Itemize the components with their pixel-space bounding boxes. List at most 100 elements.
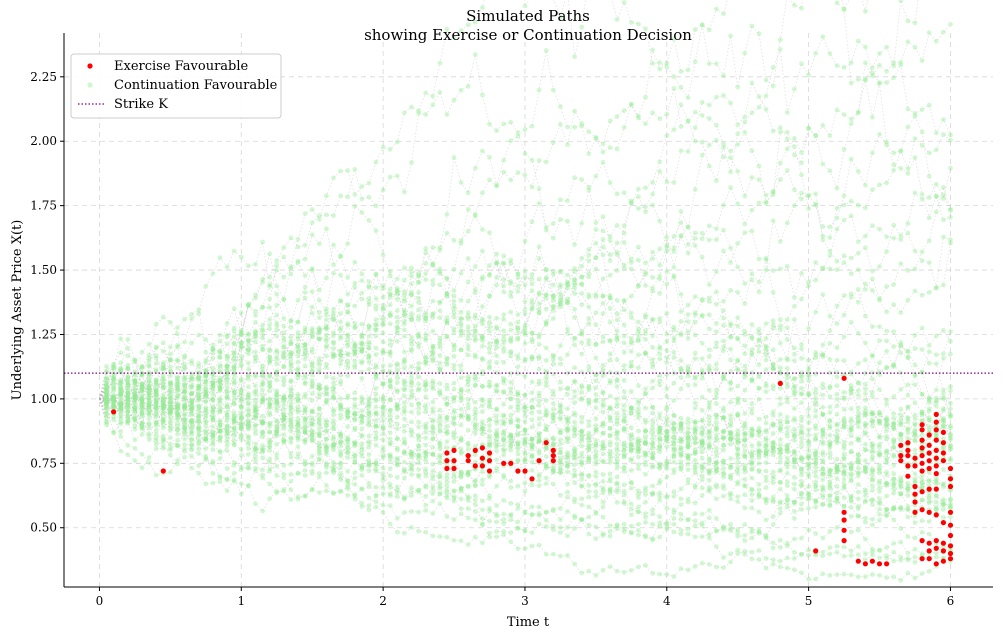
continuation-point (458, 393, 464, 399)
continuation-point (813, 448, 819, 454)
continuation-point (692, 485, 698, 490)
continuation-point (685, 242, 691, 248)
continuation-point (699, 394, 705, 400)
continuation-point (756, 338, 762, 343)
continuation-point (926, 408, 932, 414)
continuation-point (721, 248, 726, 254)
continuation-point (572, 412, 577, 418)
continuation-point (515, 353, 521, 358)
continuation-point (565, 280, 570, 286)
continuation-point (288, 235, 294, 241)
continuation-point (806, 454, 811, 459)
continuation-point (770, 218, 776, 224)
continuation-point (494, 339, 499, 345)
continuation-point (742, 505, 748, 511)
continuation-point (749, 431, 755, 437)
continuation-point (238, 343, 244, 349)
continuation-point (309, 398, 315, 403)
continuation-point (671, 434, 677, 440)
continuation-point (792, 509, 797, 514)
continuation-point (827, 313, 833, 319)
continuation-point (402, 467, 407, 472)
continuation-point (891, 282, 897, 287)
continuation-point (182, 454, 188, 460)
continuation-point (139, 451, 145, 457)
continuation-point (409, 427, 414, 433)
continuation-point (536, 158, 542, 163)
continuation-point (699, 485, 705, 491)
continuation-point (941, 406, 946, 411)
continuation-point (352, 404, 358, 410)
continuation-point (941, 445, 946, 450)
continuation-point (331, 426, 336, 432)
continuation-point (721, 525, 726, 531)
continuation-point (260, 276, 265, 282)
continuation-point (820, 449, 826, 455)
continuation-point (912, 412, 918, 418)
continuation-point (359, 346, 365, 351)
continuation-point (260, 347, 265, 353)
continuation-point (784, 399, 790, 405)
continuation-point (387, 466, 393, 472)
continuation-point (891, 424, 897, 430)
continuation-point (621, 499, 627, 505)
continuation-point (444, 445, 450, 451)
continuation-point (203, 457, 209, 462)
continuation-point (905, 268, 911, 273)
continuation-point (820, 342, 826, 348)
continuation-point (480, 356, 485, 362)
continuation-point (863, 430, 868, 435)
continuation-point (515, 458, 521, 464)
continuation-point (529, 444, 535, 450)
continuation-point (458, 471, 464, 477)
continuation-point (550, 435, 556, 441)
continuation-point (586, 440, 592, 446)
continuation-point (238, 447, 244, 452)
continuation-point (352, 348, 358, 353)
continuation-point (394, 456, 400, 462)
continuation-point (309, 362, 315, 368)
continuation-point (217, 419, 223, 425)
continuation-point (118, 405, 124, 410)
continuation-point (607, 564, 613, 569)
path-line (99, 242, 951, 432)
continuation-point (891, 574, 897, 580)
continuation-point (905, 404, 911, 410)
continuation-point (522, 392, 528, 398)
continuation-point (834, 496, 840, 501)
continuation-point (905, 297, 911, 303)
continuation-point (182, 407, 188, 412)
continuation-point (302, 273, 308, 278)
continuation-point (550, 308, 556, 313)
continuation-point (664, 428, 670, 434)
continuation-point (416, 366, 421, 372)
continuation-point (331, 175, 336, 181)
continuation-point (848, 514, 854, 519)
continuation-point (678, 566, 684, 572)
continuation-point (855, 414, 861, 420)
continuation-point (437, 446, 443, 452)
continuation-point (168, 447, 173, 453)
continuation-point (416, 419, 421, 425)
continuation-point (799, 535, 804, 541)
continuation-point (267, 348, 273, 354)
continuation-point (643, 533, 648, 538)
continuation-point (621, 307, 627, 313)
continuation-point (699, 230, 705, 236)
continuation-point (586, 304, 592, 310)
continuation-point (224, 376, 230, 381)
continuation-point (402, 360, 407, 366)
continuation-point (565, 415, 570, 421)
continuation-point (714, 237, 719, 243)
continuation-point (948, 329, 953, 334)
continuation-point (763, 427, 769, 433)
continuation-point (501, 402, 507, 407)
continuation-point (316, 430, 322, 436)
continuation-point (820, 441, 826, 447)
continuation-point (111, 373, 116, 378)
continuation-point (352, 344, 358, 350)
continuation-point (352, 493, 358, 499)
continuation-point (444, 402, 450, 407)
continuation-point (111, 399, 116, 405)
continuation-point (316, 359, 322, 365)
